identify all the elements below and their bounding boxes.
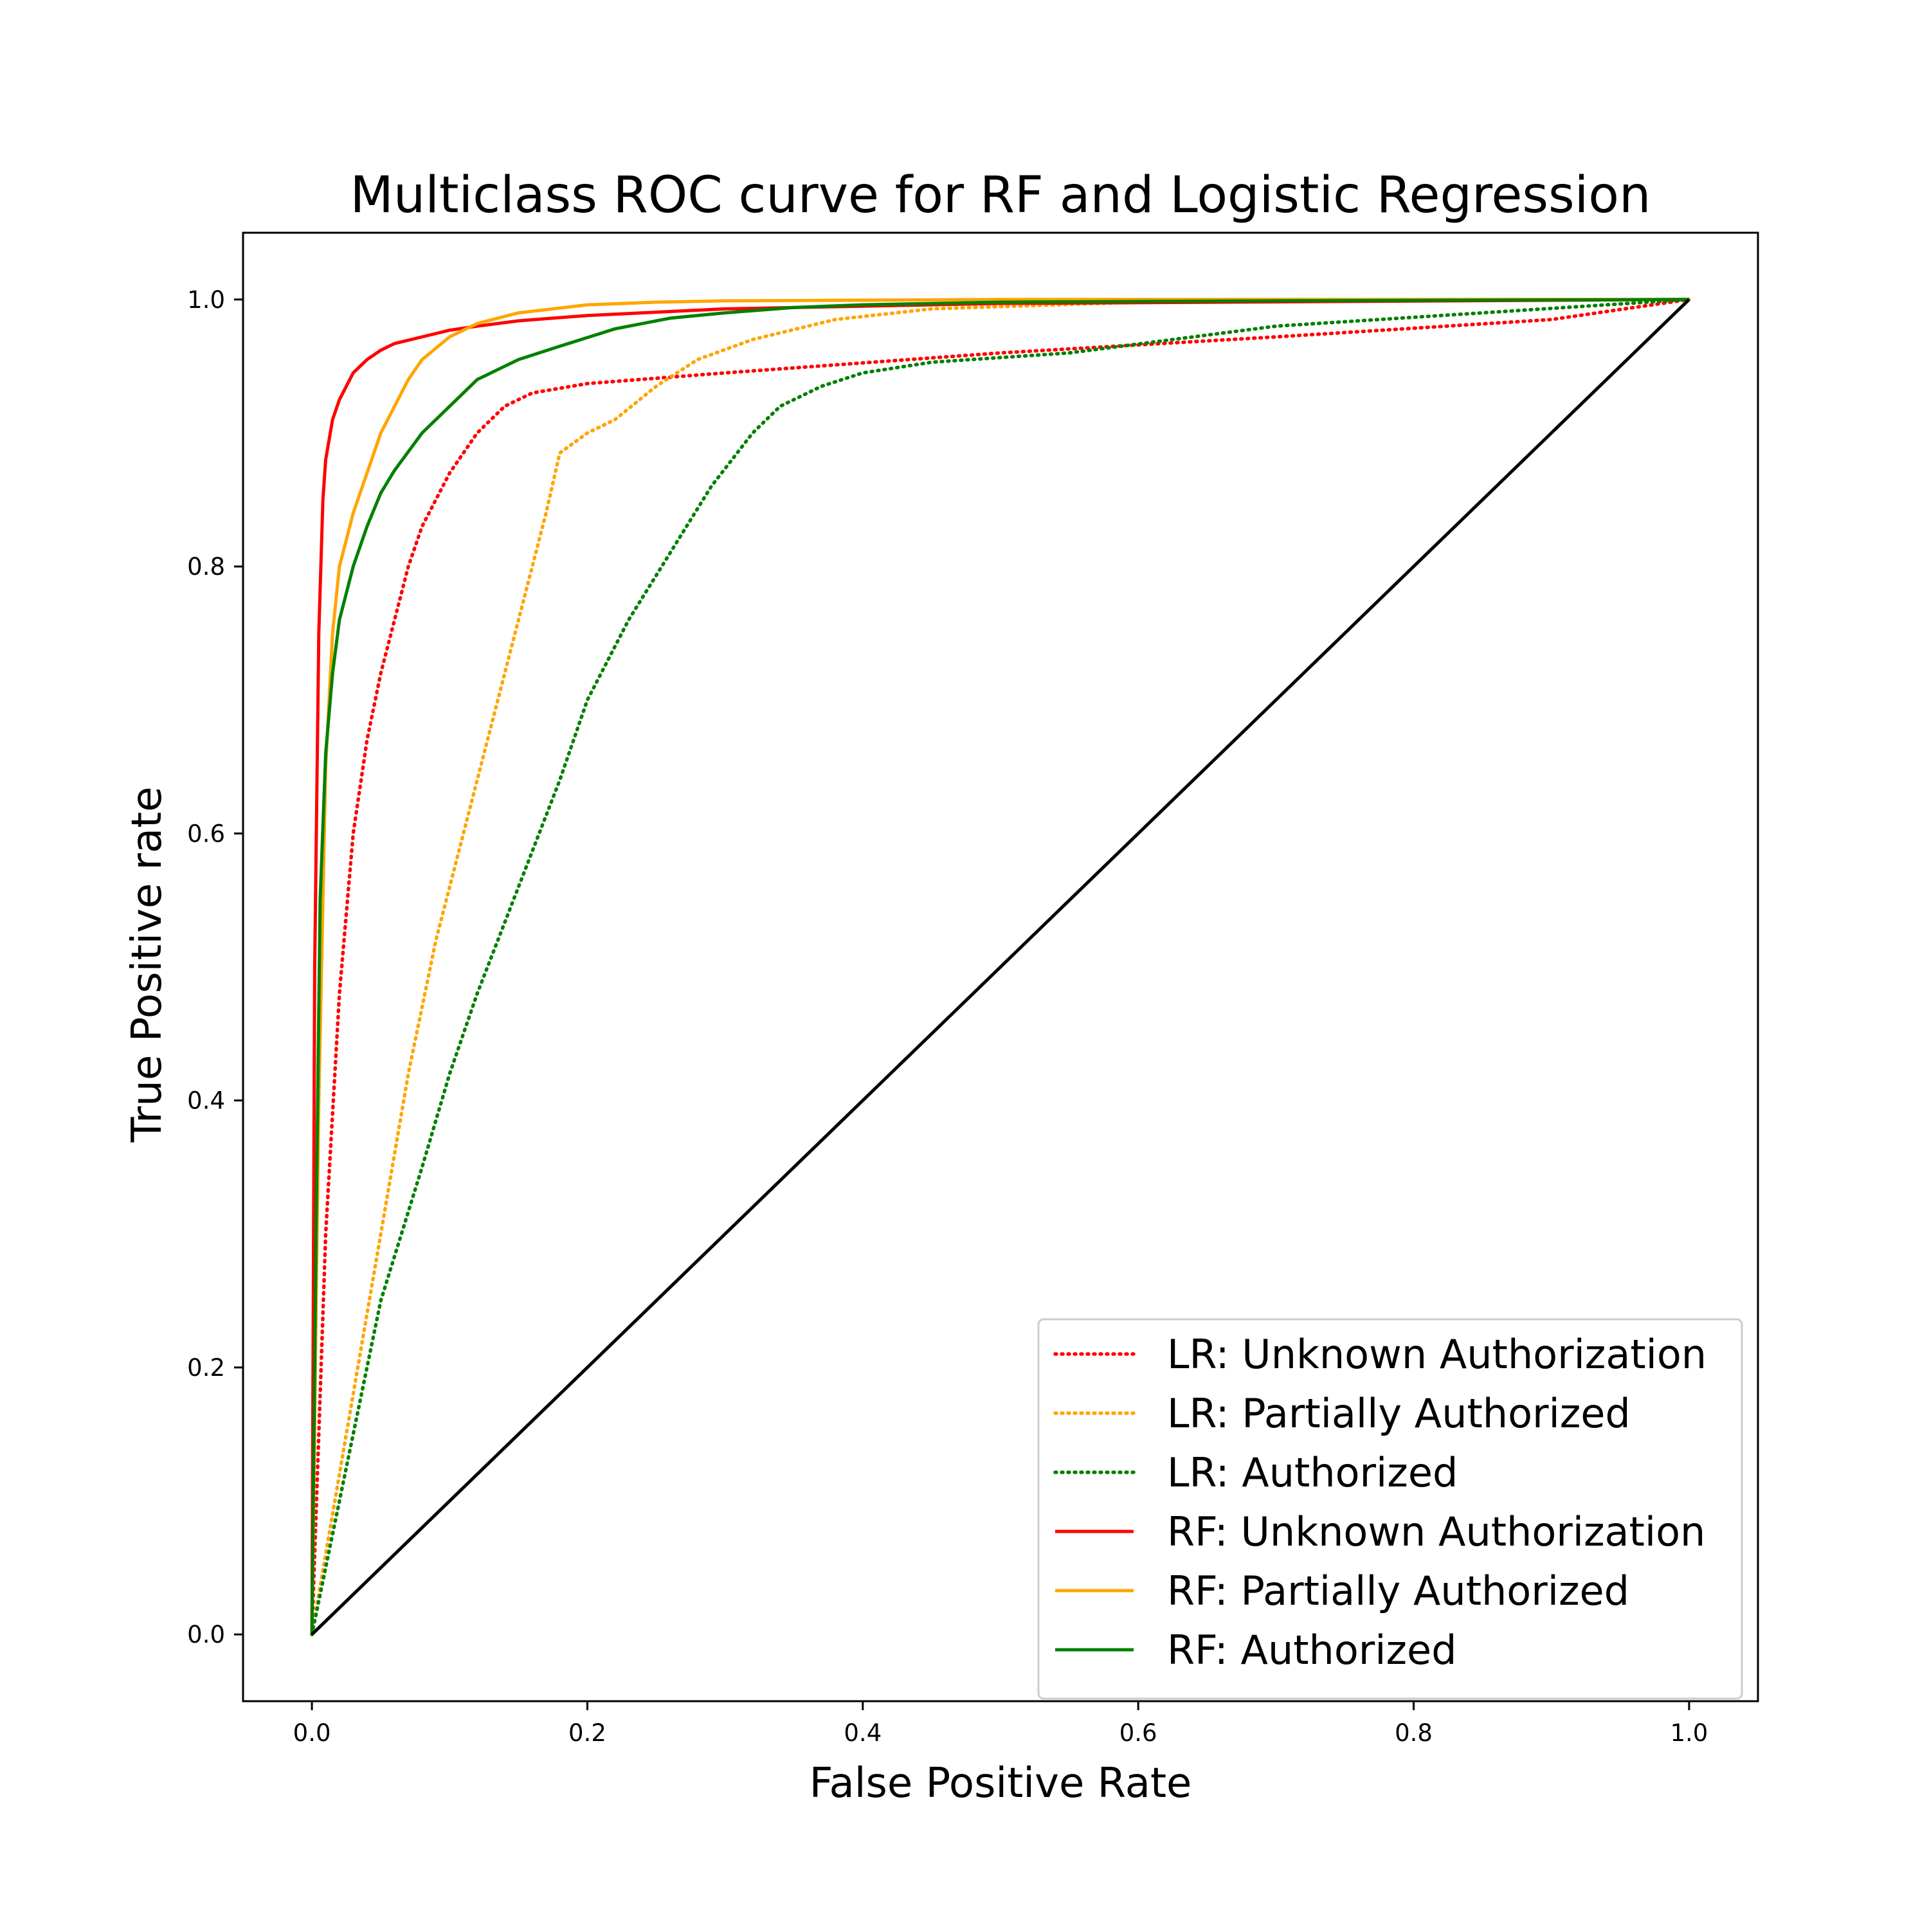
legend-label: LR: Unknown Authorization <box>1167 1331 1707 1378</box>
series-line-4 <box>310 298 1689 1635</box>
x-tick-label: 0.2 <box>568 1719 606 1747</box>
y-tick-label: 0.8 <box>187 553 225 581</box>
legend-label: RF: Partially Authorized <box>1167 1567 1629 1614</box>
x-tick-label: 0.6 <box>1119 1719 1157 1747</box>
legend-label: LR: Partially Authorized <box>1167 1390 1631 1437</box>
x-tick-label: 0.0 <box>293 1719 331 1747</box>
legend-label: RF: Authorized <box>1167 1627 1457 1674</box>
diagonal-reference-line <box>311 298 1690 1636</box>
y-tick-label: 1.0 <box>187 286 225 314</box>
y-tick-label: 0.2 <box>187 1354 225 1382</box>
x-tick-label: 0.4 <box>844 1719 882 1747</box>
series-line-1 <box>310 298 1691 1636</box>
series-line-2 <box>310 298 1691 1636</box>
x-tick-label: 0.8 <box>1395 1719 1433 1747</box>
legend-box <box>1037 1318 1743 1700</box>
legend-label: RF: Unknown Authorization <box>1167 1508 1705 1555</box>
y-tick-label: 0.4 <box>187 1087 225 1115</box>
series-line-5 <box>310 298 1689 1635</box>
series-line-3 <box>310 298 1689 1635</box>
x-tick-label: 1.0 <box>1670 1719 1708 1747</box>
y-tick-label: 0.0 <box>187 1621 225 1648</box>
legend: LR: Unknown Authorization LR: Partially A… <box>1037 1318 1743 1700</box>
chart-title: Multiclass ROC curve for RF and Logistic… <box>350 167 1651 224</box>
x-axis-label: False Positive Rate <box>810 1760 1192 1807</box>
y-axis-label: True Positive rate <box>123 786 171 1142</box>
axes: 0.0 0.2 0.4 0.6 0.8 1.0 0.0 0.2 0.4 0.6 0.8 1.0 <box>187 231 1759 1747</box>
y-tick-label: 0.6 <box>187 820 225 847</box>
series-line-0 <box>310 298 1691 1636</box>
axes-frame <box>242 231 1759 1702</box>
plot-area <box>310 298 1691 1636</box>
legend-label: LR: Authorized <box>1167 1449 1458 1496</box>
